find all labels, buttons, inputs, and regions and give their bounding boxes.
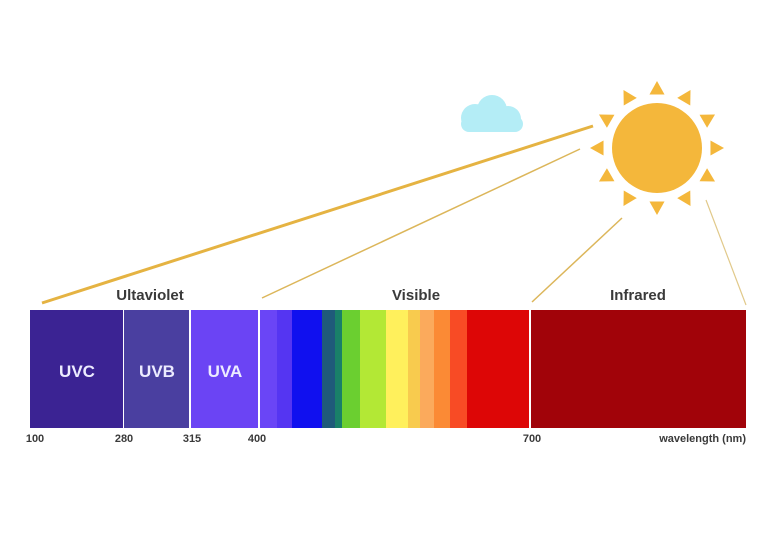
sun-ray-icon: [649, 201, 665, 215]
sun-ray-icon: [677, 190, 691, 207]
visible-stripe: [360, 310, 386, 428]
visible-stripe: [408, 310, 420, 428]
visible-stripe: [335, 310, 342, 428]
visible-stripe: [322, 310, 335, 428]
band-uvb: [124, 310, 189, 428]
band-label-uvc: UVC: [59, 362, 95, 381]
visible-stripe: [450, 310, 467, 428]
band-uvc: [30, 310, 123, 428]
visible-stripe: [342, 310, 360, 428]
band-label-uvb: UVB: [139, 362, 175, 381]
sun-ray-icon: [649, 81, 665, 95]
tick-280: 280: [114, 433, 134, 445]
tick-700: 700: [522, 433, 542, 445]
visible-stripe: [260, 310, 277, 428]
sun-ray-icon: [699, 168, 716, 182]
band-infrared: [531, 310, 746, 428]
sun-ray-icon: [710, 140, 724, 156]
beam-infrared-left: [531, 217, 623, 303]
band-label-uva: UVA: [207, 362, 243, 381]
band-uva: [191, 310, 258, 428]
tick-400: 400: [247, 433, 267, 445]
region-label-visible: Visible: [391, 287, 441, 304]
visible-stripe: [386, 310, 408, 428]
cloud-icon: [461, 95, 523, 132]
sun-ray-icon: [623, 89, 637, 106]
tick-100: 100: [25, 433, 45, 445]
visible-stripe: [292, 310, 322, 428]
visible-stripe: [467, 310, 529, 428]
beam-visible: [261, 148, 581, 299]
visible-stripe: [420, 310, 434, 428]
tick-315: 315: [182, 433, 202, 445]
region-label-infrared: Infrared: [610, 287, 666, 304]
sun-icon: [590, 81, 724, 215]
sun-ray-icon: [598, 168, 615, 182]
region-label-ultraviolet: Ultaviolet: [116, 287, 184, 304]
visible-stripe: [277, 310, 292, 428]
visible-stripe: [434, 310, 450, 428]
beam-ultraviolet: [41, 124, 594, 305]
sun-ray-icon: [699, 114, 716, 128]
sun-ray-icon: [590, 140, 604, 156]
sun-ray-icon: [598, 114, 615, 128]
sun-ray-icon: [677, 89, 691, 106]
axis-label: wavelength (nm): [659, 433, 746, 445]
sun-ray-icon: [623, 190, 637, 207]
beam-infrared-right: [705, 199, 747, 306]
